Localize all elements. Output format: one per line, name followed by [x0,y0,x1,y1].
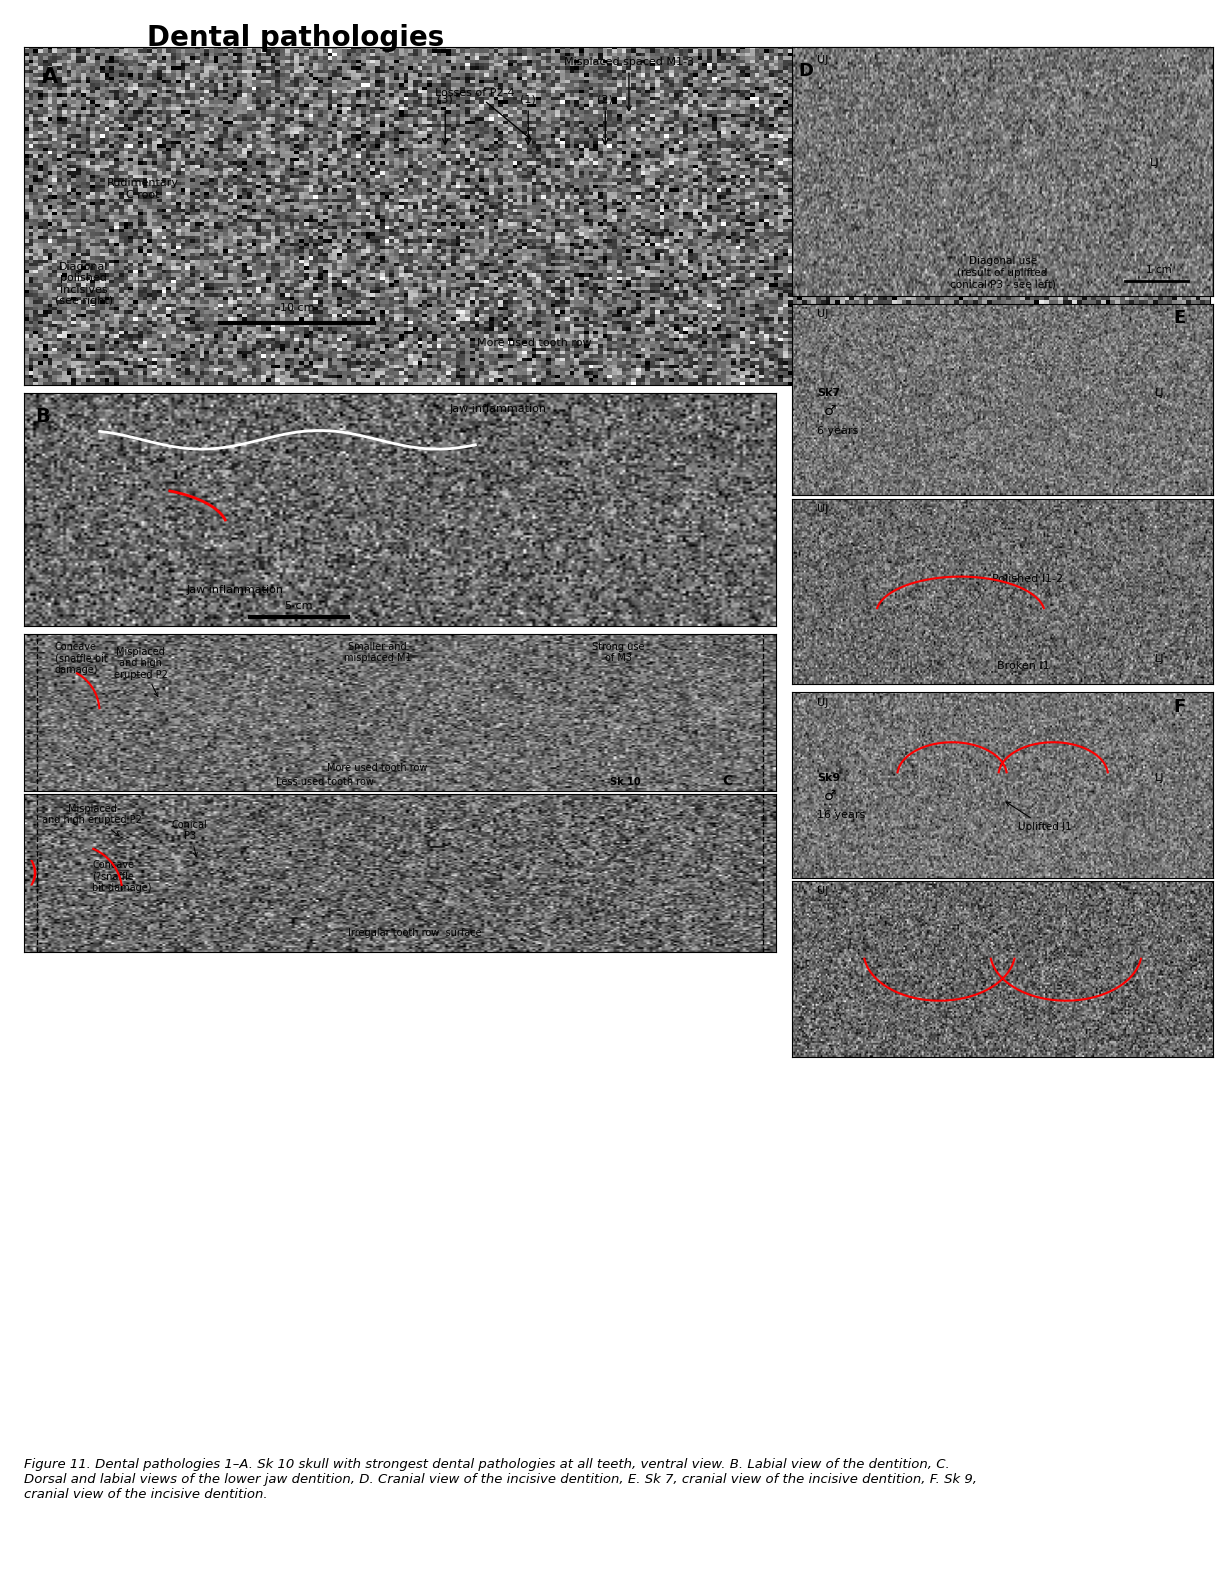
Text: E: E [1174,310,1187,327]
Text: Misplaced
and high
erupted P2: Misplaced and high erupted P2 [114,647,167,697]
Text: ): ) [28,859,39,887]
Text: LJ: LJ [1150,159,1160,168]
Text: F: F [1174,698,1187,716]
Text: Sk7: Sk7 [818,387,841,398]
Text: D: D [798,61,813,80]
Text: Conical
P3: Conical P3 [172,820,208,857]
Text: 16 years: 16 years [818,810,865,821]
Text: (1): (1) [521,94,536,105]
Text: Polished I1-2: Polished I1-2 [992,574,1063,584]
Text: Jaw inflammation: Jaw inflammation [450,404,546,414]
Text: 6 years: 6 years [818,426,858,436]
Text: Figure 11. Dental pathologies 1–A. Sk 10 skull with strongest dental pathologies: Figure 11. Dental pathologies 1–A. Sk 10… [24,1458,978,1501]
Text: Jaw inflammation: Jaw inflammation [187,585,284,596]
Text: UJ: UJ [818,505,829,514]
Text: Misplaced
and high erupted P2: Misplaced and high erupted P2 [42,804,142,835]
Text: UJ: UJ [818,310,829,319]
Text: Diagonal
polished
incisives
(see right): Diagonal polished incisives (see right) [55,261,112,307]
Text: ♂: ♂ [1102,352,1116,368]
Text: LJ: LJ [1155,387,1163,398]
Text: Losses of P2-4: Losses of P2-4 [435,88,530,138]
Text: (2): (2) [598,94,613,105]
Text: Sk 10: Sk 10 [610,777,642,786]
Text: Misplaced spaced M1-3: Misplaced spaced M1-3 [565,57,694,110]
Text: UJ: UJ [818,886,829,897]
Text: UJ: UJ [818,55,829,64]
Text: Diagonal use
(result of uplifted
conical P3 - see left): Diagonal use (result of uplifted conical… [949,256,1056,289]
Text: Dental pathologies: Dental pathologies [147,24,444,52]
Text: UJ: UJ [818,698,829,708]
Text: Rudimentary
C root: Rudimentary C root [108,178,178,200]
Text: Uplifted I1: Uplifted I1 [1006,802,1072,832]
Text: B: B [35,407,50,426]
Text: Concave
(?snaffle
bit damage): Concave (?snaffle bit damage) [92,859,152,893]
Text: More used tooth row: More used tooth row [327,763,428,772]
Text: Strong use
of M3: Strong use of M3 [591,642,644,664]
Text: 10 cm: 10 cm [280,302,314,313]
Text: More used tooth row: More used tooth row [477,338,591,349]
Text: Brain case
hit damage: Brain case hit damage [1089,198,1152,220]
Text: Sk9: Sk9 [818,774,841,783]
Text: Less used tooth row: Less used tooth row [276,777,374,786]
Text: 16 years: 16 years [1061,370,1110,379]
Text: Concave
(snaffle bit
damage): Concave (snaffle bit damage) [55,642,108,675]
Text: C: C [722,774,732,788]
Text: LJ: LJ [1155,774,1163,783]
Text: ♂: ♂ [824,404,836,418]
Text: LJ: LJ [1155,654,1163,664]
Text: Smaller and
misplaced M1: Smaller and misplaced M1 [343,642,412,664]
Text: 1 cm: 1 cm [1146,266,1172,275]
Text: Sk 10: Sk 10 [1068,341,1102,352]
Text: A: A [43,68,59,88]
Text: 5 cm: 5 cm [285,601,313,610]
Text: Broken I1: Broken I1 [997,661,1050,672]
Text: (3): (3) [437,94,453,105]
Text: Irregular tooth row  surface: Irregular tooth row surface [348,928,481,938]
Text: ♂: ♂ [824,788,836,802]
